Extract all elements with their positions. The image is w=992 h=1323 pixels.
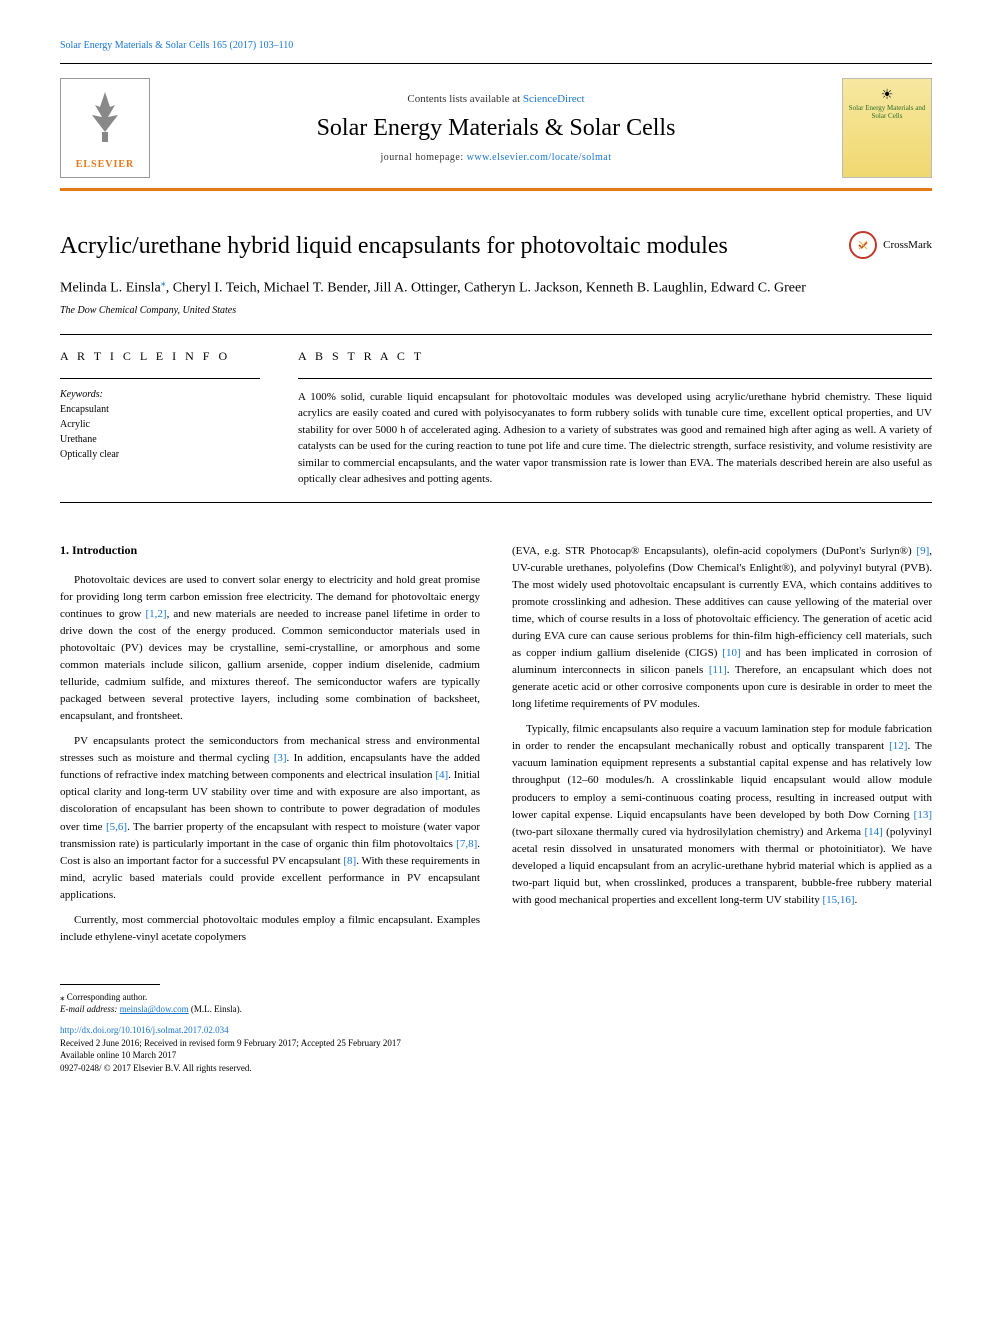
ref-link[interactable]: [9] <box>916 545 929 557</box>
body-columns: 1. Introduction Photovoltaic devices are… <box>60 543 932 954</box>
article-title: Acrylic/urethane hybrid liquid encapsula… <box>60 231 829 262</box>
doi-block: http://dx.doi.org/10.1016/j.solmat.2017.… <box>60 1024 932 1074</box>
keyword-item: Encapsulant <box>60 402 260 417</box>
text-run: , UV-curable urethanes, polyolefins (Dow… <box>512 545 932 659</box>
title-row: Acrylic/urethane hybrid liquid encapsula… <box>60 231 932 262</box>
info-abstract-block: A R T I C L E I N F O Keywords: Encapsul… <box>60 334 932 503</box>
contents-prefix: Contents lists available at <box>407 93 522 105</box>
ref-link[interactable]: [15,16] <box>822 894 854 906</box>
paragraph: Typically, filmic encapsulants also requ… <box>512 721 932 909</box>
email-footnote: E-mail address: meinsla@dow.com (M.L. Ei… <box>60 1003 932 1016</box>
ref-link[interactable]: [7,8] <box>456 838 477 850</box>
journal-header: ELSEVIER Contents lists available at Sci… <box>60 63 932 191</box>
copyright-line: 0927-0248/ © 2017 Elsevier B.V. All righ… <box>60 1063 252 1073</box>
intro-heading: 1. Introduction <box>60 543 480 558</box>
email-link[interactable]: meinsla@dow.com <box>120 1004 189 1014</box>
elsevier-logo: ELSEVIER <box>60 78 150 178</box>
crossmark-badge[interactable]: CrossMark <box>849 231 932 259</box>
abstract-text: A 100% solid, curable liquid encapsulant… <box>298 389 932 488</box>
cover-icon: ☀ <box>881 87 894 104</box>
journal-cover-thumbnail: ☀ Solar Energy Materials and Solar Cells <box>842 78 932 178</box>
crossmark-icon <box>849 231 877 259</box>
available-line: Available online 10 March 2017 <box>60 1050 176 1060</box>
affiliation: The Dow Chemical Company, United States <box>60 305 932 316</box>
received-line: Received 2 June 2016; Received in revise… <box>60 1038 401 1048</box>
paragraph: (EVA, e.g. STR Photocap® Encapsulants), … <box>512 543 932 713</box>
elsevier-label: ELSEVIER <box>76 159 135 170</box>
article-info: A R T I C L E I N F O Keywords: Encapsul… <box>60 335 260 502</box>
paragraph: Currently, most commercial photovoltaic … <box>60 912 480 946</box>
keyword-item: Optically clear <box>60 447 260 462</box>
sciencedirect-link[interactable]: ScienceDirect <box>523 93 585 105</box>
journal-name: Solar Energy Materials & Solar Cells <box>170 115 822 142</box>
ref-link[interactable]: [13] <box>914 809 932 821</box>
ref-link[interactable]: [8] <box>343 855 356 867</box>
abstract-label: A B S T R A C T <box>298 349 932 364</box>
header-center: Contents lists available at ScienceDirec… <box>170 93 822 163</box>
corresponding-footnote: ⁎ Corresponding author. <box>60 991 932 1004</box>
keyword-item: Acrylic <box>60 417 260 432</box>
text-run: , and new materials are needed to increa… <box>60 608 480 722</box>
homepage-prefix: journal homepage: <box>380 152 466 163</box>
email-label: E-mail address: <box>60 1004 120 1014</box>
crossmark-label: CrossMark <box>883 239 932 251</box>
top-citation-link[interactable]: Solar Energy Materials & Solar Cells 165… <box>60 40 932 51</box>
homepage-link[interactable]: www.elsevier.com/locate/solmat <box>467 152 612 163</box>
ref-link[interactable]: [3] <box>274 752 287 764</box>
doi-link[interactable]: http://dx.doi.org/10.1016/j.solmat.2017.… <box>60 1025 229 1035</box>
ref-link[interactable]: [10] <box>722 647 740 659</box>
authors-rest: , Cheryl I. Teich, Michael T. Bender, Ji… <box>166 281 806 296</box>
author-corresponding: Melinda L. Einsla <box>60 281 161 296</box>
abstract-block: A B S T R A C T A 100% solid, curable li… <box>298 335 932 502</box>
contents-available-line: Contents lists available at ScienceDirec… <box>170 93 822 105</box>
text-run: (two-part siloxane thermally cured via h… <box>512 826 864 838</box>
text-run: . <box>855 894 858 906</box>
homepage-line: journal homepage: www.elsevier.com/locat… <box>170 152 822 163</box>
elsevier-tree-icon <box>80 87 130 159</box>
ref-link[interactable]: [4] <box>435 769 448 781</box>
cover-title: Solar Energy Materials and Solar Cells <box>847 104 927 121</box>
author-list: Melinda L. Einsla⁎, Cheryl I. Teich, Mic… <box>60 276 932 299</box>
keywords-label: Keywords: <box>60 389 260 400</box>
left-column: 1. Introduction Photovoltaic devices are… <box>60 543 480 954</box>
footnote-separator <box>60 984 160 985</box>
right-column: (EVA, e.g. STR Photocap® Encapsulants), … <box>512 543 932 954</box>
text-run: . The vacuum lamination equipment repres… <box>512 740 932 820</box>
ref-link[interactable]: [11] <box>709 664 727 676</box>
text-run: Typically, filmic encapsulants also requ… <box>512 723 932 752</box>
paragraph: Photovoltaic devices are used to convert… <box>60 572 480 725</box>
keyword-item: Urethane <box>60 432 260 447</box>
ref-link[interactable]: [1,2] <box>145 608 166 620</box>
article-info-label: A R T I C L E I N F O <box>60 349 260 364</box>
paragraph: PV encapsulants protect the semiconducto… <box>60 733 480 903</box>
ref-link[interactable]: [14] <box>864 826 882 838</box>
ref-link[interactable]: [5,6] <box>106 821 127 833</box>
ref-link[interactable]: [12] <box>889 740 907 752</box>
text-run: (EVA, e.g. STR Photocap® Encapsulants), … <box>512 545 916 557</box>
email-suffix: (M.L. Einsla). <box>189 1004 242 1014</box>
